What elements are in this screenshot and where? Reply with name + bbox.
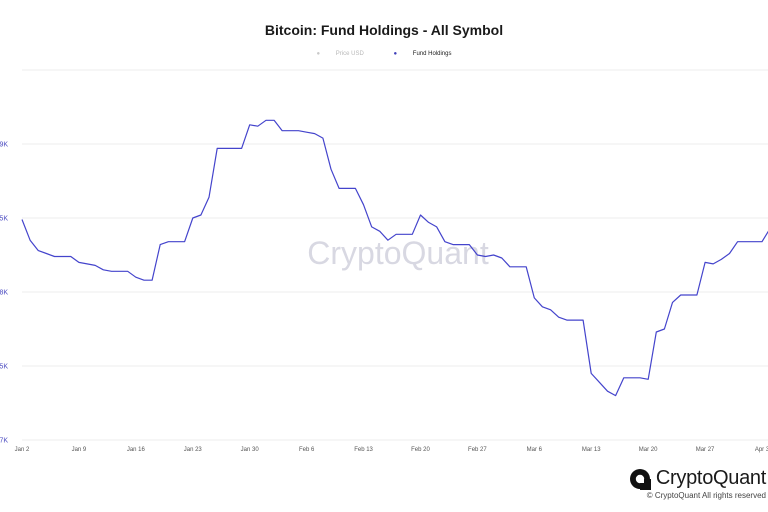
x-tick-label: Feb 13	[354, 447, 373, 453]
x-tick-label: Feb 6	[299, 447, 315, 453]
x-tick-label: Feb 20	[411, 447, 430, 453]
y-tick-label: 8.5K	[0, 216, 8, 223]
x-tick-label: Mar 20	[639, 447, 658, 453]
chart-title: Bitcoin: Fund Holdings - All Symbol	[264, 22, 504, 38]
y-tick-label: 8K	[0, 290, 8, 297]
x-tick-label: Jan 2	[15, 447, 30, 453]
x-tick-label: Mar 6	[527, 447, 543, 453]
x-tick-label: Jan 23	[184, 447, 203, 453]
y-tick-label: 7K	[0, 438, 8, 445]
legend-dot-fund-icon: ●	[393, 51, 398, 57]
x-tick-label: Mar 27	[696, 447, 715, 453]
y-axis-ticks: 7K 7.5K 8K 8.5K 9K	[0, 142, 8, 445]
copyright-text: © CryptoQuant All rights reserved	[646, 491, 766, 500]
x-tick-label: Apr 3	[755, 447, 768, 453]
series-layer	[21, 119, 768, 397]
legend-item-price[interactable]: ● Price USD	[310, 51, 373, 57]
legend-label-price: Price USD	[335, 51, 364, 57]
x-tick-label: Jan 9	[72, 447, 87, 453]
x-tick-label: Feb 27	[468, 447, 487, 453]
x-tick-label: Jan 30	[241, 447, 260, 453]
legend-item-fund-holdings[interactable]: ● Fund Holdings	[386, 51, 458, 57]
legend-label-fund-holdings: Fund Holdings	[412, 51, 452, 57]
cryptoquant-logo-icon	[629, 468, 651, 490]
series-line-fund-holdings[interactable]	[21, 119, 768, 397]
grid-layer	[22, 69, 768, 441]
x-axis-ticks: Jan 2 Jan 9 Jan 16 Jan 23 Jan 30 Feb 6 Feb 13 F…	[15, 447, 768, 453]
y-tick-label: 9K	[0, 142, 8, 149]
y-tick-label: 7.5K	[0, 364, 8, 371]
brand-block: CryptoQuant	[629, 467, 766, 490]
brand-name: CryptoQuant	[655, 467, 766, 489]
x-tick-label: Mar 13	[582, 447, 601, 453]
chart-legend: ● Price USD ● Fund Holdings	[0, 51, 768, 57]
x-tick-label: Jan 16	[127, 447, 146, 453]
watermark-text: CryptoQuant	[307, 235, 489, 271]
legend-dot-price-icon: ●	[316, 51, 321, 57]
